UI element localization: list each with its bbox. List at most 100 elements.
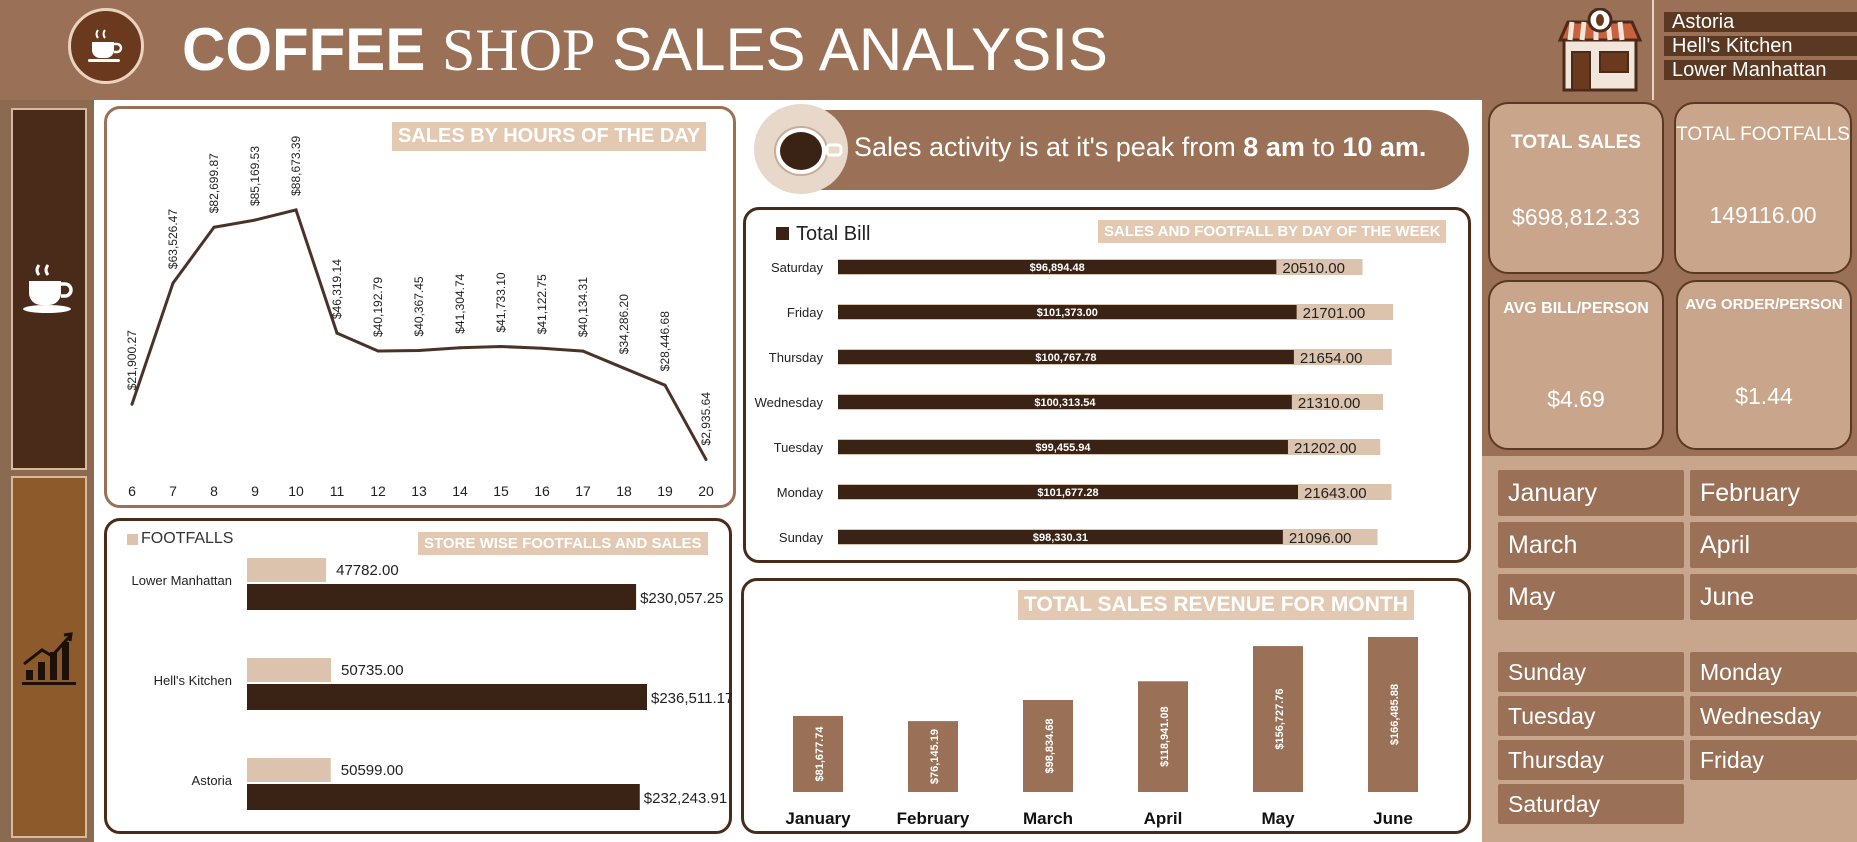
store-chart: 47782.00 $230,057.25 Lower Manhattan 50735.…	[132, 558, 732, 810]
slicer-day-tuesday[interactable]: Tuesday	[1498, 696, 1684, 736]
hour-tick-label: 16	[534, 483, 550, 499]
dashboard-title: COFFEE SHOP SALES ANALYSIS	[182, 14, 1108, 86]
insight-cup-circle	[754, 104, 848, 194]
day-of-week-chart: $96,894.48 20510.00 Saturday $101,373.00 217…	[755, 259, 1393, 547]
store-footfall-bar	[247, 658, 331, 682]
insight-text: Sales activity is at it's peak from 8 am…	[854, 132, 1426, 163]
slicer-day-sunday[interactable]: Sunday	[1498, 652, 1684, 692]
day-footfall-label: 21643.00	[1304, 485, 1367, 502]
month-value-label: $166,485.88	[1389, 684, 1401, 745]
legend-label-footfalls: FOOTFALLS	[141, 530, 234, 547]
store-chart-title: STORE WISE FOOTFALLS AND SALES	[418, 532, 708, 555]
store-filter-lower-manhattan[interactable]: Lower Manhattan	[1664, 60, 1857, 80]
legend-label-total-bill: Total Bill	[796, 223, 871, 245]
store-sales-bar	[247, 784, 640, 810]
slicer-day-wednesday[interactable]: Wednesday	[1690, 696, 1857, 736]
coffee-cup-icon	[88, 29, 123, 62]
coffee-logo	[68, 8, 144, 84]
hourly-data-label: $40,134.31	[576, 277, 590, 337]
hourly-data-label: $85,169.53	[248, 146, 262, 206]
hour-tick-label: 18	[616, 483, 632, 499]
hourly-sales-point	[212, 225, 216, 229]
store-filter-hells-kitchen[interactable]: Hell's Kitchen	[1664, 36, 1857, 56]
hourly-data-label: $41,733.10	[494, 272, 508, 332]
kpi-total-sales-value: $698,812.33	[1512, 204, 1640, 230]
month-category-label: June	[1373, 809, 1413, 828]
insight-end: 10 am.	[1342, 132, 1427, 162]
store-footfall-label: 50599.00	[341, 762, 404, 779]
store-sales-bar	[247, 684, 647, 710]
hourly-line-chart: $21,900.27 6 $63,526.47 7 $82,699.87 8 $85,169…	[125, 135, 714, 499]
day-footfall-label: 21654.00	[1300, 350, 1363, 367]
month-bar	[1368, 637, 1418, 792]
slicer-month-january[interactable]: January	[1498, 470, 1684, 516]
kpi-avg-order-label: AVG ORDER/PERSON	[1685, 296, 1843, 313]
hourly-data-label: $41,122.75	[535, 274, 549, 334]
hourly-data-label: $46,319.14	[330, 259, 344, 319]
store-category-label: Lower Manhattan	[132, 573, 232, 588]
slicer-day-thursday[interactable]: Thursday	[1498, 740, 1684, 780]
slicer-day-friday[interactable]: Friday	[1690, 740, 1857, 780]
hour-tick-label: 17	[575, 483, 591, 499]
month-category-label: May	[1261, 809, 1295, 828]
hourly-data-label: $88,673.39	[289, 135, 303, 195]
month-value-label: $118,941.08	[1159, 706, 1171, 767]
slicer-day-saturday[interactable]: Saturday	[1498, 784, 1684, 824]
month-category-label: January	[785, 809, 851, 828]
hour-tick-label: 7	[169, 483, 177, 499]
slicer-month-february[interactable]: February	[1690, 470, 1857, 516]
store-filter-astoria[interactable]: Astoria	[1664, 12, 1857, 32]
title-part-3: SALES ANALYSIS	[612, 16, 1108, 83]
slicer-month-april[interactable]: April	[1690, 522, 1857, 568]
day-bill-bar	[838, 395, 1292, 409]
hourly-data-label: $2,935.64	[699, 392, 713, 446]
month-category-label: February	[897, 809, 970, 828]
day-bill-label: $98,330.31	[1033, 532, 1088, 544]
hourly-sales-point	[417, 348, 421, 352]
hourly-sales-point	[581, 349, 585, 353]
month-value-label: $76,145.19	[929, 729, 941, 784]
hourly-data-label: $41,304.74	[453, 273, 467, 333]
slicer-month-march[interactable]: March	[1498, 522, 1684, 568]
store-sales-label: $236,511.17	[651, 690, 732, 707]
hourly-data-label: $40,367.45	[412, 276, 426, 336]
sidebar-analytics-button[interactable]	[11, 476, 87, 838]
month-bar	[1253, 646, 1303, 792]
hour-tick-label: 9	[251, 483, 259, 499]
hourly-sales-point	[704, 457, 708, 461]
hourly-sales-card	[104, 106, 736, 508]
title-part-1: COFFEE	[182, 16, 426, 83]
hourly-sales-point	[663, 383, 667, 387]
month-value-label: $81,677.74	[814, 726, 826, 782]
monthly-card	[741, 578, 1471, 834]
coffee-cup-icon	[774, 126, 843, 176]
kpi-avg-bill: AVG BILL/PERSON $4.69	[1488, 280, 1664, 450]
slicer-month-may[interactable]: May	[1498, 574, 1684, 620]
slicer-month-june[interactable]: June	[1690, 574, 1857, 620]
store-card	[104, 518, 732, 834]
day-category-label: Monday	[777, 485, 824, 500]
monthly-chart: $81,677.74 January $76,145.19 February $98,8…	[785, 637, 1418, 828]
day-footfall-label: 21310.00	[1298, 395, 1361, 412]
legend-swatch-total-bill	[776, 227, 789, 240]
day-category-label: Saturday	[771, 260, 824, 275]
kpi-total-sales: TOTAL SALES $698,812.33	[1488, 102, 1664, 274]
kpi-total-footfalls: TOTAL FOOTFALLS 149116.00	[1674, 102, 1852, 274]
month-bar	[908, 721, 958, 792]
day-bill-bar	[838, 350, 1294, 364]
month-value-label: $156,727.76	[1274, 688, 1286, 749]
month-bar	[793, 715, 843, 792]
store-category-label: Astoria	[192, 773, 233, 788]
hourly-sales-point	[253, 218, 257, 222]
hourly-sales-point	[622, 366, 626, 370]
day-bill-label: $100,313.54	[1034, 397, 1096, 409]
hourly-sales-point	[499, 345, 503, 349]
hour-tick-label: 10	[288, 483, 304, 499]
hourly-chart-title: SALES BY HOURS OF THE DAY	[392, 122, 707, 151]
slicer-day-monday[interactable]: Monday	[1690, 652, 1857, 692]
hourly-sales-point	[335, 331, 339, 335]
day-footfall-label: 20510.00	[1282, 260, 1345, 277]
store-slicer-border	[1652, 0, 1654, 100]
sidebar-coffee-button[interactable]	[11, 108, 87, 470]
day-bill-bar	[838, 260, 1277, 274]
